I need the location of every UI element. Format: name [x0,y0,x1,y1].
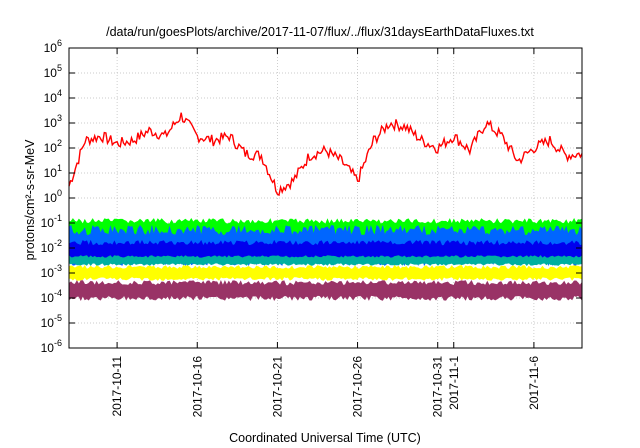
series-band-6 [68,280,583,302]
y-tick-label: 10-5 [41,313,62,330]
x-tick-label: 2017-10-11 [110,356,124,417]
y-tick-label: 10-4 [41,288,62,305]
x-tick-label: 2017-10-16 [190,356,204,418]
plot-frame [68,47,583,349]
y-tick-label: 105 [44,63,62,80]
y-tick-label: 103 [44,113,62,130]
x-tick-label: 2017-10-26 [351,356,365,418]
series-band-5 [68,264,583,281]
series-band-4 [68,254,583,266]
series-group [68,112,583,302]
y-tick-label: 10-6 [41,338,62,355]
y-tick-label: 10-2 [41,238,62,255]
y-tick-label: 10-1 [41,213,62,230]
y-tick-label: 104 [44,88,62,105]
y-axis-label: protons/cm²-s-sr-MeV [23,139,37,261]
y-tick-label: 106 [44,38,62,55]
y-tick-label: 10-3 [41,263,62,280]
y-tick-label: 101 [44,163,62,180]
x-tick-label: 2017-11-1 [447,356,461,410]
grid [69,47,582,349]
y-axis: 10-6 10-5 10-4 10-3 10-2 10-1 100 101 102 103 104 1… [41,38,582,355]
x-tick-label: 2017-10-31 [431,356,445,418]
x-axis-label: Coordinated Universal Time (UTC) [229,431,421,445]
x-tick-label: 2017-11-6 [527,356,541,410]
x-tick-label: 2017-10-21 [270,356,284,418]
y-tick-label: 100 [44,188,62,205]
y-tick-label: 102 [44,138,62,155]
chart-title: /data/run/goesPlots/archive/2017-11-07/f… [106,25,534,39]
series-line-0 [68,112,583,197]
x-axis: 2017-10-11 2017-10-16 2017-10-21 2017-10-26… [110,48,541,417]
